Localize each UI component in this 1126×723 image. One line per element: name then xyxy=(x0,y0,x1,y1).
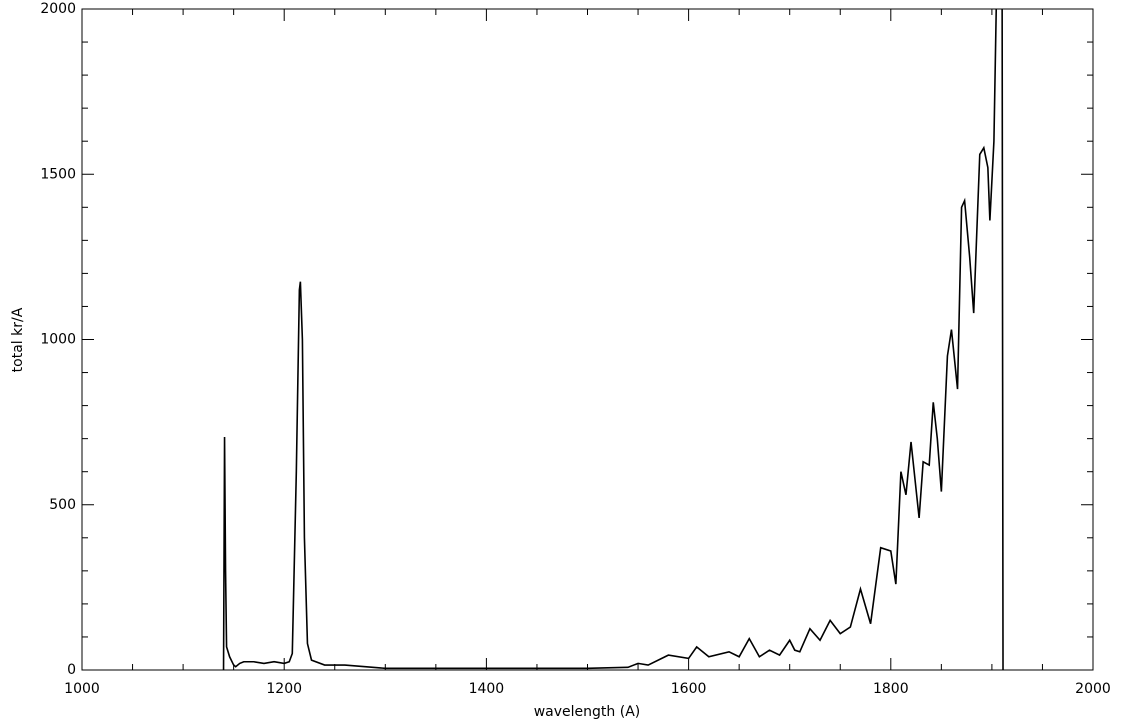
x-tick-label: 1000 xyxy=(64,681,100,697)
x-tick-label: 1400 xyxy=(469,681,505,697)
x-tick-label: 1600 xyxy=(671,681,707,697)
y-tick-label: 0 xyxy=(67,662,76,678)
y-tick-label: 1000 xyxy=(40,332,76,348)
plot-frame xyxy=(81,8,1094,671)
y-tick-label: 1500 xyxy=(40,166,76,182)
spectrum-line xyxy=(222,9,1004,670)
x-tick-label: 1800 xyxy=(873,681,909,697)
x-axis-title: wavelength (A) xyxy=(534,704,641,720)
x-tick-label: 2000 xyxy=(1075,681,1111,697)
y-tick-label: 500 xyxy=(49,497,76,513)
x-tick-label: 1200 xyxy=(266,681,302,697)
y-axis-title: total kr/A xyxy=(10,307,26,372)
y-tick-label: 2000 xyxy=(40,1,76,17)
